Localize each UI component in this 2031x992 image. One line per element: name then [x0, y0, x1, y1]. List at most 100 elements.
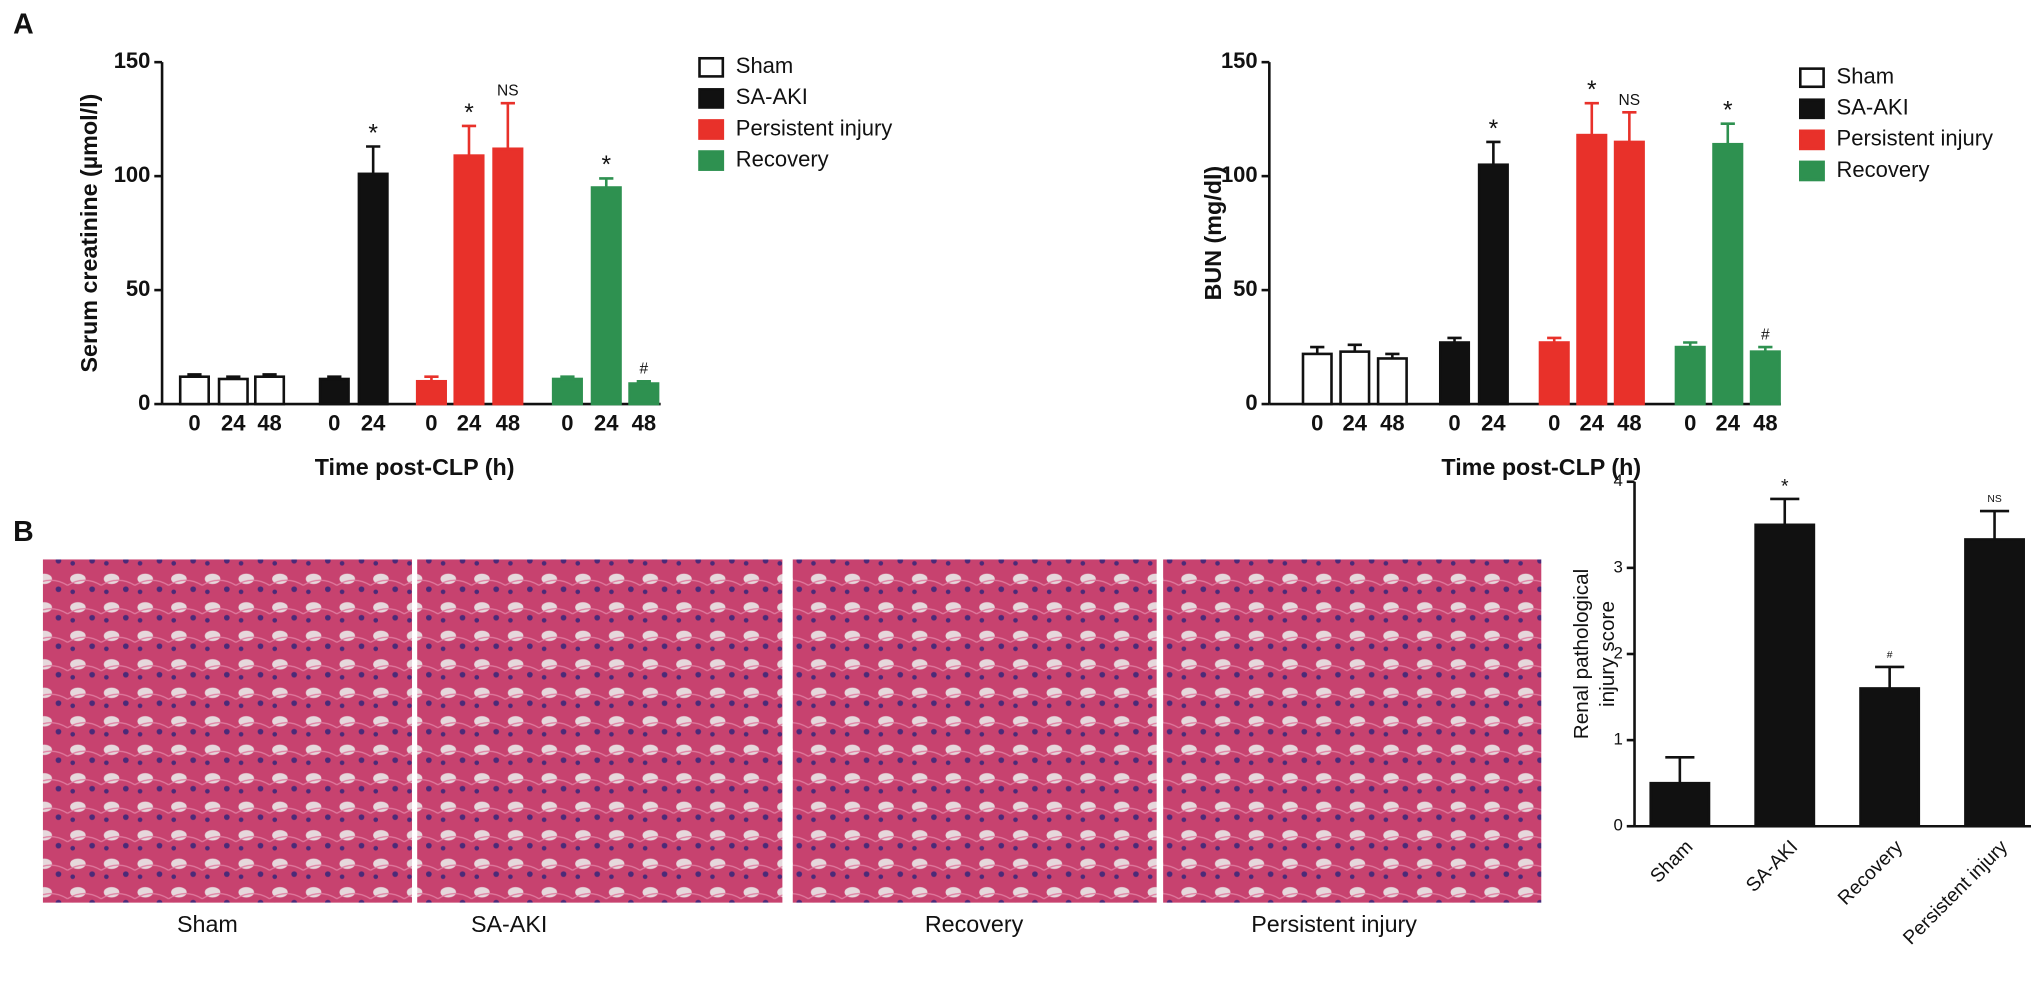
annotation: * — [1489, 116, 1499, 143]
error-bar — [1447, 336, 1462, 343]
annotation: * — [368, 120, 378, 147]
error-bar — [1683, 341, 1698, 348]
legend-label: Persistent injury — [736, 115, 893, 140]
error-bar — [1979, 509, 2010, 540]
error-bar — [424, 375, 439, 382]
bar — [1613, 140, 1645, 406]
panel-label: A — [13, 8, 34, 40]
annotation: NS — [1987, 494, 2001, 505]
y-tick-label: 1 — [1614, 730, 1623, 749]
y-tick-label: 50 — [126, 276, 150, 301]
x-tick-label: 24 — [1716, 411, 1741, 436]
bar — [1649, 781, 1711, 828]
bar — [1438, 341, 1471, 406]
error-bar — [1770, 497, 1800, 525]
x-tick-label: 0 — [328, 411, 340, 436]
bar — [1576, 133, 1608, 406]
bar — [254, 375, 286, 406]
histology-image — [417, 559, 783, 903]
x-tick-label: Persistent injury — [1899, 836, 2012, 949]
annotation: # — [1887, 650, 1893, 661]
image-caption: Persistent injury — [1251, 911, 1417, 937]
y-tick-label: 150 — [1221, 48, 1258, 73]
x-tick-label: 24 — [594, 411, 619, 436]
annotation: * — [1723, 98, 1733, 125]
error-bar — [1486, 140, 1501, 165]
x-tick-label: 0 — [561, 411, 573, 436]
bar — [590, 186, 622, 406]
x-tick-label: 48 — [1617, 411, 1641, 436]
panel-label: B — [13, 516, 34, 548]
legend-label: Persistent injury — [1837, 126, 1994, 151]
error-bar — [1720, 122, 1735, 145]
legend-swatch — [1798, 98, 1825, 120]
error-bar — [226, 375, 241, 379]
legend-label: Sham — [736, 53, 793, 78]
x-tick-label: 0 — [1448, 411, 1460, 436]
legend-swatch — [698, 150, 725, 171]
x-tick-label: 0 — [1311, 411, 1323, 436]
bar — [1749, 350, 1781, 406]
error-bar — [1310, 345, 1325, 354]
histology-image — [792, 559, 1157, 903]
x-tick-label: SA-AKI — [1742, 836, 1803, 897]
x-tick-label: 48 — [1753, 411, 1777, 436]
bar — [1859, 687, 1921, 828]
y-tick-label: 3 — [1614, 557, 1623, 576]
x-tick-label: 24 — [457, 411, 482, 436]
annotation: NS — [497, 83, 519, 100]
x-tick-label: 24 — [361, 411, 386, 436]
annotation: * — [601, 152, 611, 179]
bar — [318, 377, 350, 406]
annotation: NS — [1619, 92, 1641, 109]
annotation: # — [1761, 327, 1770, 344]
bar — [1339, 350, 1371, 406]
y-tick-label: 4 — [1614, 471, 1623, 490]
y-tick-label: 2 — [1614, 643, 1623, 662]
annotation: * — [464, 100, 474, 127]
y-tick-label: 0 — [1245, 390, 1257, 415]
y-axis-label: BUN (mg/dl) — [1200, 166, 1226, 301]
annotation: # — [640, 361, 649, 378]
error-bar — [1758, 345, 1773, 352]
x-tick-label: 24 — [1580, 411, 1605, 436]
y-axis-label: injury score — [1596, 601, 1619, 707]
legend-label: Recovery — [736, 146, 829, 171]
error-bar — [366, 145, 381, 174]
bar — [217, 377, 249, 406]
legend-swatch — [698, 119, 725, 140]
bar — [1538, 341, 1570, 406]
x-tick-label: 48 — [632, 411, 656, 436]
bar — [492, 147, 524, 406]
bar — [628, 382, 660, 406]
error-bar — [1385, 352, 1400, 359]
legend-swatch — [1798, 67, 1825, 89]
error-bar — [500, 101, 515, 149]
error-bar — [1584, 101, 1599, 136]
bar — [1376, 357, 1408, 406]
bar — [551, 377, 583, 406]
x-tick-label: 0 — [188, 411, 200, 436]
bar — [1674, 345, 1706, 406]
image-caption: SA-AKI — [471, 911, 547, 937]
bar — [415, 379, 447, 406]
image-caption: Sham — [177, 911, 238, 937]
bar — [1754, 523, 1816, 828]
x-tick-label: 48 — [257, 411, 281, 436]
legend-label: SA-AKI — [1837, 95, 1909, 120]
y-axis-label: Renal pathological — [1570, 569, 1593, 739]
error-bar — [187, 373, 202, 377]
x-tick-label: 24 — [221, 411, 246, 436]
bar — [1964, 538, 2025, 828]
error-bar — [560, 375, 575, 379]
legend-swatch — [698, 56, 725, 78]
x-tick-label: 48 — [1380, 411, 1404, 436]
error-bar — [1547, 336, 1562, 343]
x-tick-label: 24 — [1481, 411, 1506, 436]
x-tick-label: 0 — [1548, 411, 1560, 436]
error-bar — [1622, 111, 1637, 142]
legend-swatch — [1798, 160, 1825, 182]
error-bar — [1347, 343, 1362, 352]
legend-label: Recovery — [1837, 157, 1930, 182]
